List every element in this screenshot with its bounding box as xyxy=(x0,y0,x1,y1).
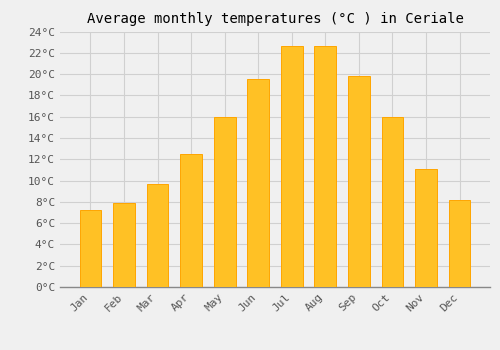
Bar xyxy=(281,47,302,287)
Bar xyxy=(214,117,236,287)
Bar xyxy=(80,210,102,287)
Bar xyxy=(146,184,169,287)
Bar xyxy=(348,76,370,287)
Title: Average monthly temperatures (°C ) in Ceriale: Average monthly temperatures (°C ) in Ce… xyxy=(86,12,464,26)
Bar xyxy=(180,154,202,287)
Bar xyxy=(448,200,470,287)
Bar xyxy=(382,117,404,287)
Bar xyxy=(248,79,269,287)
Bar xyxy=(314,47,336,287)
Bar xyxy=(113,203,135,287)
Bar xyxy=(415,169,437,287)
